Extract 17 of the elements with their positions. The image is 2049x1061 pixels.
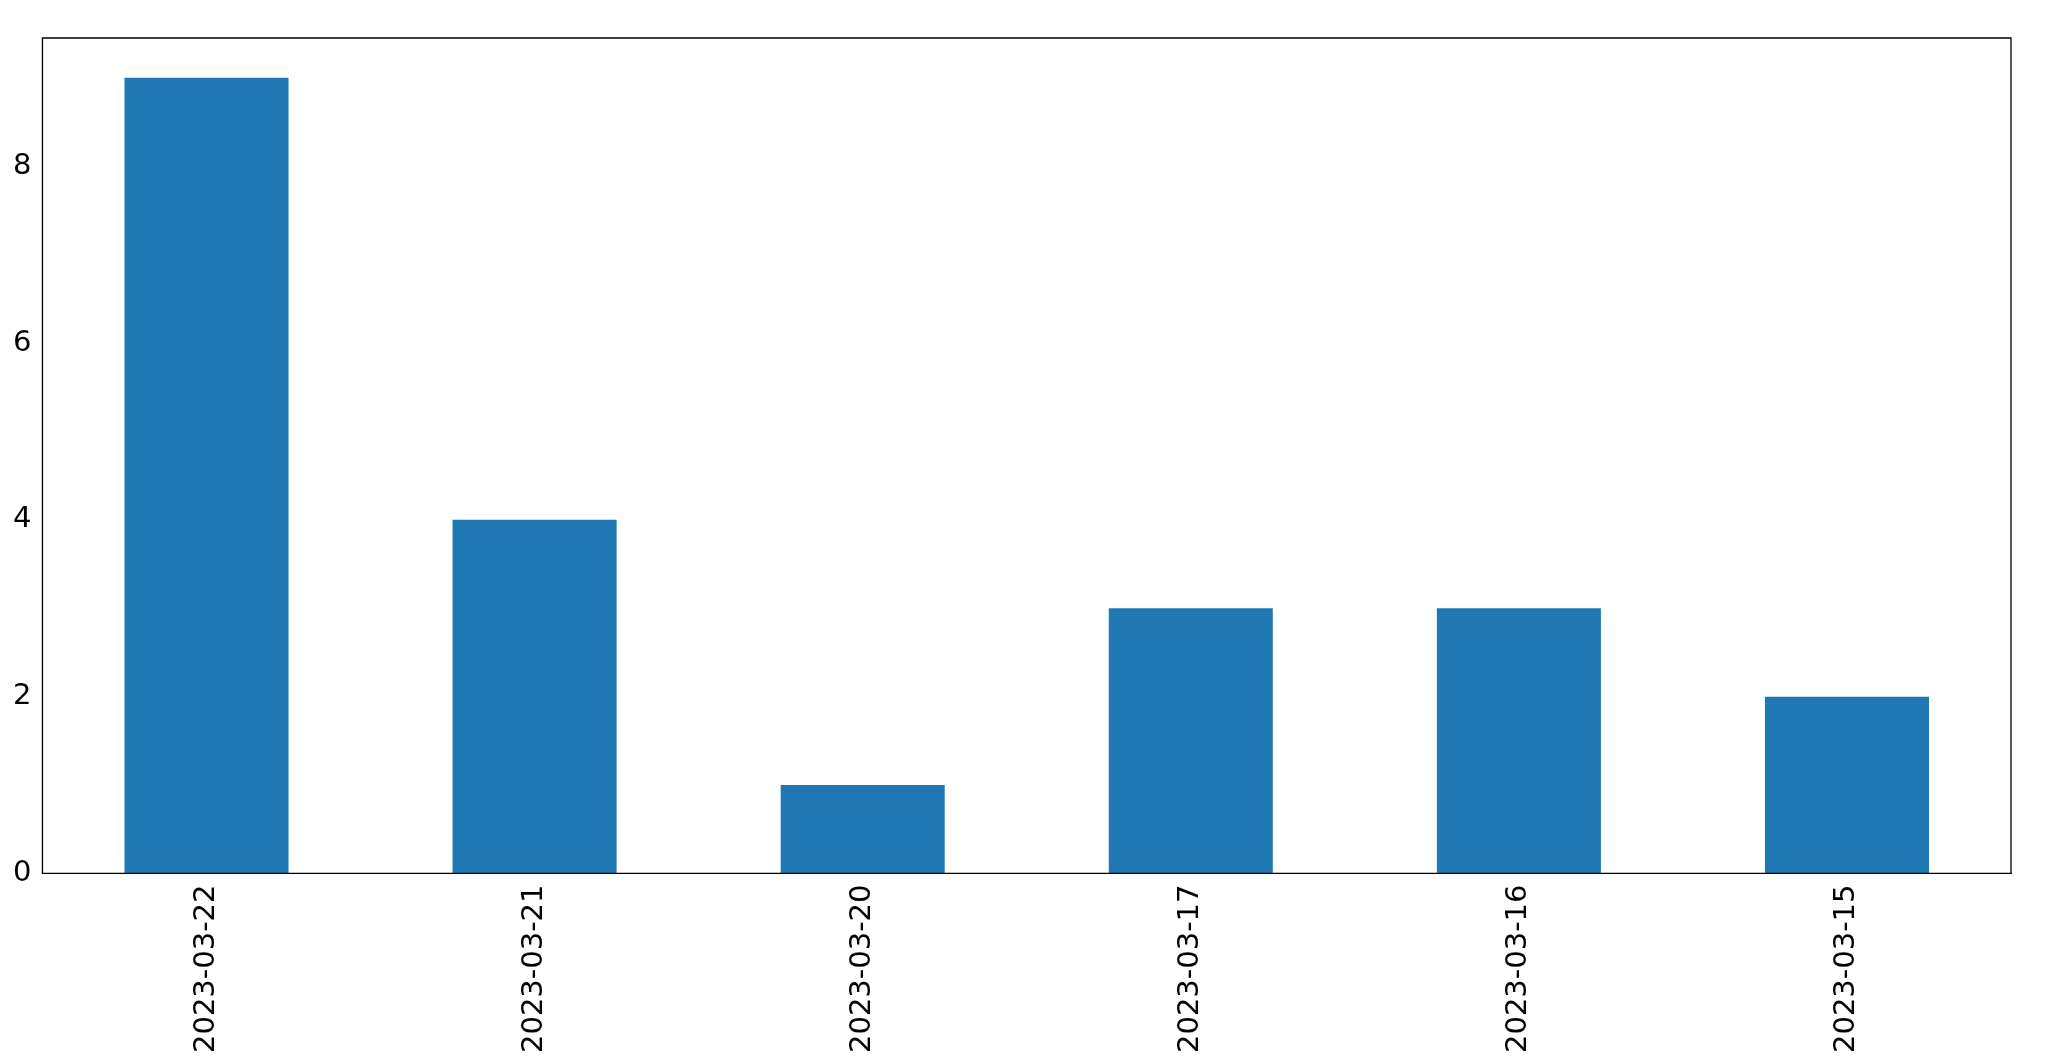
- bar: [1108, 608, 1273, 874]
- x-tick-label: 2023-03-15: [1827, 884, 1862, 1054]
- x-tick-label: 2023-03-17: [1171, 884, 1206, 1054]
- y-tick-label: 2: [13, 677, 32, 712]
- bar: [124, 77, 289, 874]
- x-tick-label: 2023-03-16: [1499, 884, 1534, 1054]
- x-tick-label: 2023-03-20: [843, 884, 878, 1054]
- y-tick-label: 6: [13, 323, 32, 358]
- bar: [780, 785, 945, 874]
- bar: [1436, 608, 1601, 874]
- bar: [452, 519, 617, 874]
- y-tick-label: 0: [13, 854, 32, 888]
- bar: [1764, 696, 1929, 874]
- y-tick-label: 4: [13, 500, 32, 535]
- y-tick-label: 8: [13, 146, 32, 181]
- x-tick-label: 2023-03-22: [187, 884, 222, 1054]
- x-tick-label: 2023-03-21: [515, 884, 550, 1054]
